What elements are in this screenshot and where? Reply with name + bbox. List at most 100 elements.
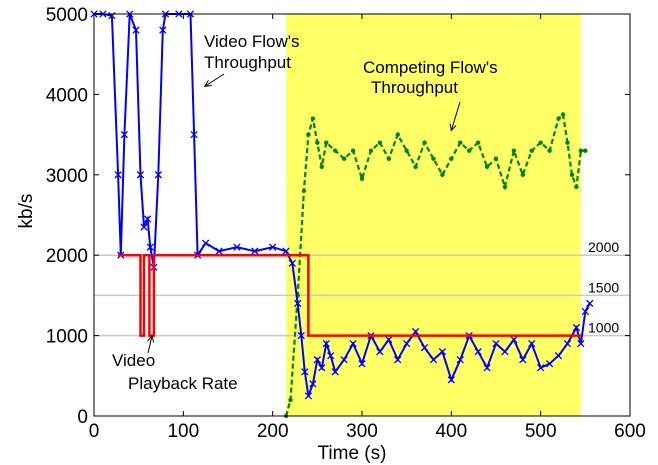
video-flow-point [309,380,317,388]
competing-flow-point [569,172,575,177]
x-axis-title: Time (s) [318,443,387,464]
competing-flow-point [467,148,472,153]
video-flow-point [202,239,210,247]
competing-flow-point [440,172,445,177]
video-flow-point [269,243,277,251]
competing-flow-point [574,184,579,190]
competing-flow-point [359,176,365,182]
reference-label-2000: 2000 [588,239,619,255]
video-flow-point [537,364,545,372]
annotation-arrowhead-3 [147,334,155,343]
competing-flow-point [368,148,374,153]
video-flow-point [313,356,321,364]
video-flow-point [394,356,402,364]
video-flow-point [411,327,420,336]
video-flow-point [190,130,198,139]
video-flow-point [143,215,152,223]
annotation-3-line-1: Video [112,351,155,370]
video-flow-point [519,356,527,364]
video-flow-point [581,307,589,316]
annotation-arrowhead-1 [203,80,212,87]
x-tick-label: 600 [614,421,646,442]
competing-flow-point [538,140,543,145]
y-tick-label: 1000 [46,327,88,348]
y-tick-label: 3000 [46,166,88,187]
video-flow-point [572,323,581,332]
y-tick-label: 0 [77,407,88,428]
video-flow-point [114,171,122,179]
x-tick-label: 100 [167,421,199,442]
competing-flow-point [319,164,324,169]
annotation-arrowhead-2 [449,123,457,132]
video-flow-point [349,339,357,348]
annotation-1-line-2: Throughput [204,53,291,72]
video-flow-point [528,339,536,348]
video-flow-point [136,171,145,179]
competing-flow-point [288,397,293,403]
competing-flow-point [404,148,409,153]
video-flow-point [233,243,241,251]
competing-flow-point [333,148,338,153]
video-flow-point [140,223,148,231]
video-flow-point [304,392,313,400]
competing-flow-point [422,140,427,145]
annotation-arrow-3 [147,335,153,354]
competing-flow-point [395,132,400,137]
video-flow-point [554,352,563,360]
x-tick-label: 500 [525,421,557,442]
video-flow-point [420,344,429,352]
video-flow-point [159,26,167,34]
video-flow-point [294,299,302,308]
video-flow-point [215,247,223,255]
x-tick-label: 400 [435,421,467,442]
video-flow-point [120,130,129,139]
x-tick-label: 200 [257,421,289,442]
competing-flow-point [511,148,517,153]
competing-flow-point [306,132,311,137]
playback-rate-line [118,253,581,337]
competing-flow-point [310,116,316,121]
annotation-1-line-1: Video Flow's [204,32,300,51]
annotation-3-line-2: Playback Rate [128,374,238,393]
competing-flow-point [413,164,418,169]
competing-flow-point [578,148,584,153]
competing-flow-point [431,156,436,161]
video-flow-point [429,356,438,364]
video-flow-point [577,339,585,348]
video-flow-point [108,11,116,20]
competing-flow-line [285,112,586,417]
video-flow-point [492,339,500,348]
video-flow-point [358,360,366,368]
video-flow-point [251,247,259,255]
video-flow-point [563,339,572,348]
video-flow-point [297,331,305,340]
reference-label-1000: 1000 [588,320,619,336]
y-tick-label: 2000 [46,246,88,267]
video-flow-point [474,348,482,356]
competing-flow-point [484,164,490,169]
annotation-arrow-1 [204,73,225,87]
competing-flow-point [350,148,356,153]
competing-flow-point [520,172,525,177]
annotation-2-line-1: Competing Flow's [363,58,498,77]
video-flow-point [438,348,447,356]
video-flow-point [456,356,464,364]
competing-flow-point [529,148,534,153]
video-flow-point [318,364,326,372]
video-flow-point [510,335,518,344]
video-flow-point [282,247,290,255]
x-tick-label: 0 [89,421,100,442]
video-flow-point [403,339,411,348]
video-flow-point [483,364,491,372]
video-flow-point [586,299,594,308]
competing-flow-point [449,156,454,161]
reference-label-1500: 1500 [588,279,619,295]
highlight-region [286,14,581,416]
video-flow-point [545,360,554,368]
competing-flow-point [565,140,570,145]
video-flow-point [447,376,455,384]
competing-flow-point [458,140,463,145]
competing-flow-point [301,188,307,194]
competing-flow-point [315,140,320,145]
